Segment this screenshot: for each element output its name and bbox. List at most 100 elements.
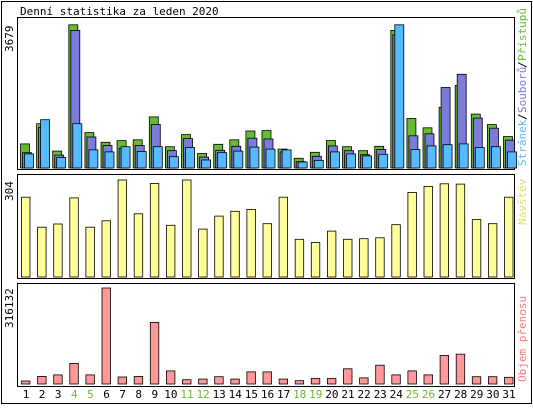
x-tick-label: 28 bbox=[454, 388, 467, 401]
bar-navstev bbox=[391, 224, 401, 278]
x-tick-label: 21 bbox=[341, 388, 354, 401]
x-tick-label: 23 bbox=[374, 388, 387, 401]
bar-objem-prenosu bbox=[359, 377, 369, 385]
bar-objem-prenosu bbox=[391, 374, 401, 385]
bar-navstev bbox=[21, 196, 31, 278]
bar-navstev bbox=[230, 210, 240, 278]
bar-navstev bbox=[343, 238, 353, 278]
bar-stranek bbox=[346, 153, 356, 169]
x-tick-label: 20 bbox=[325, 388, 338, 401]
bar-navstev bbox=[407, 191, 417, 278]
chart-title: Denní statistika za leden 2020 bbox=[20, 5, 219, 18]
x-tick-label: 8 bbox=[135, 388, 142, 401]
bar-stranek bbox=[507, 151, 517, 169]
bar-stranek bbox=[185, 147, 195, 169]
bar-stranek bbox=[281, 149, 292, 169]
bar-navstev bbox=[117, 179, 127, 278]
bar-stranek bbox=[410, 149, 421, 169]
bar-navstev bbox=[37, 226, 47, 278]
bar-stranek bbox=[104, 151, 115, 169]
bar-stranek bbox=[458, 143, 469, 169]
bar-objem-prenosu bbox=[343, 368, 353, 385]
bar-stranek bbox=[72, 123, 83, 169]
bar-objem-prenosu bbox=[198, 378, 208, 385]
bar-objem-prenosu bbox=[487, 376, 498, 385]
bar-navstev bbox=[246, 208, 256, 278]
bar-stranek bbox=[201, 159, 212, 169]
bar-objem-prenosu bbox=[455, 353, 466, 385]
bar-navstev bbox=[310, 242, 321, 278]
middle-panel-bars bbox=[21, 179, 514, 278]
x-tick-label: 15 bbox=[245, 388, 258, 401]
bar-stranek bbox=[152, 146, 163, 169]
bar-objem-prenosu bbox=[37, 375, 47, 385]
x-tick-label: 26 bbox=[422, 388, 435, 401]
bar-navstev bbox=[133, 213, 144, 278]
middle-ymax-label: 304 bbox=[3, 181, 16, 201]
x-tick-label: 6 bbox=[103, 388, 110, 401]
bar-navstev bbox=[439, 183, 450, 278]
x-tick-label: 3 bbox=[55, 388, 62, 401]
bar-stranek bbox=[24, 153, 34, 169]
x-tick-label: 2 bbox=[39, 388, 46, 401]
bar-navstev bbox=[101, 220, 111, 278]
x-tick-label: 11 bbox=[180, 388, 193, 401]
bar-stranek bbox=[40, 119, 50, 169]
x-tick-label: 18 bbox=[293, 388, 306, 401]
bar-objem-prenosu bbox=[117, 376, 127, 385]
bar-navstev bbox=[262, 223, 272, 278]
bar-stranek bbox=[313, 159, 324, 169]
bar-stranek bbox=[362, 155, 373, 169]
bar-navstev bbox=[455, 183, 466, 278]
bar-objem-prenosu bbox=[133, 375, 144, 385]
x-tick-label: 31 bbox=[502, 388, 515, 401]
bar-navstev bbox=[278, 196, 289, 278]
bar-stranek bbox=[394, 24, 405, 169]
bar-objem-prenosu bbox=[85, 374, 95, 385]
bar-navstev bbox=[149, 183, 160, 278]
bottom-panel-frame bbox=[17, 283, 515, 387]
x-tick-label: 7 bbox=[119, 388, 126, 401]
bar-stranek bbox=[426, 145, 437, 169]
bar-objem-prenosu bbox=[262, 371, 272, 385]
x-tick-label: 16 bbox=[261, 388, 274, 401]
bar-navstev bbox=[53, 223, 63, 278]
bar-objem-prenosu bbox=[439, 355, 450, 385]
bar-objem-prenosu bbox=[230, 378, 240, 385]
bar-navstev bbox=[214, 215, 224, 278]
bar-objem-prenosu bbox=[21, 380, 31, 385]
bar-objem-prenosu bbox=[149, 321, 160, 385]
legend-stranek: Stránek bbox=[516, 119, 529, 166]
x-tick-label: 5 bbox=[87, 388, 94, 401]
legend-souboru: Souborů bbox=[516, 67, 529, 113]
x-tick-label: 14 bbox=[229, 388, 243, 401]
x-tick-label: 9 bbox=[151, 388, 158, 401]
bar-navstev bbox=[359, 238, 369, 278]
x-tick-label: 12 bbox=[196, 388, 209, 401]
top-panel-bars bbox=[20, 24, 517, 169]
bar-navstev bbox=[471, 219, 482, 278]
bar-stranek bbox=[378, 153, 389, 169]
legend-pristupu: Přístupů bbox=[516, 8, 529, 61]
bar-stranek bbox=[136, 151, 147, 169]
bar-objem-prenosu bbox=[423, 374, 433, 385]
x-tick-label: 4 bbox=[71, 388, 78, 401]
x-tick-label: 25 bbox=[406, 388, 419, 401]
bar-navstev bbox=[182, 179, 192, 278]
legend-slash-1: / bbox=[516, 113, 529, 120]
bar-objem-prenosu bbox=[278, 378, 289, 385]
bar-objem-prenosu bbox=[375, 364, 385, 385]
bar-objem-prenosu bbox=[182, 379, 192, 385]
bar-stranek bbox=[168, 156, 179, 169]
bar-objem-prenosu bbox=[165, 370, 176, 385]
bar-stranek bbox=[120, 146, 131, 169]
bottom-ymax-label: 316132 bbox=[3, 288, 16, 328]
legend-slash-2: / bbox=[516, 61, 529, 68]
x-tick-label: 24 bbox=[390, 388, 404, 401]
bar-stranek bbox=[217, 152, 228, 169]
bar-navstev bbox=[487, 223, 498, 278]
x-tick-label: 30 bbox=[486, 388, 499, 401]
bar-objem-prenosu bbox=[246, 371, 256, 385]
